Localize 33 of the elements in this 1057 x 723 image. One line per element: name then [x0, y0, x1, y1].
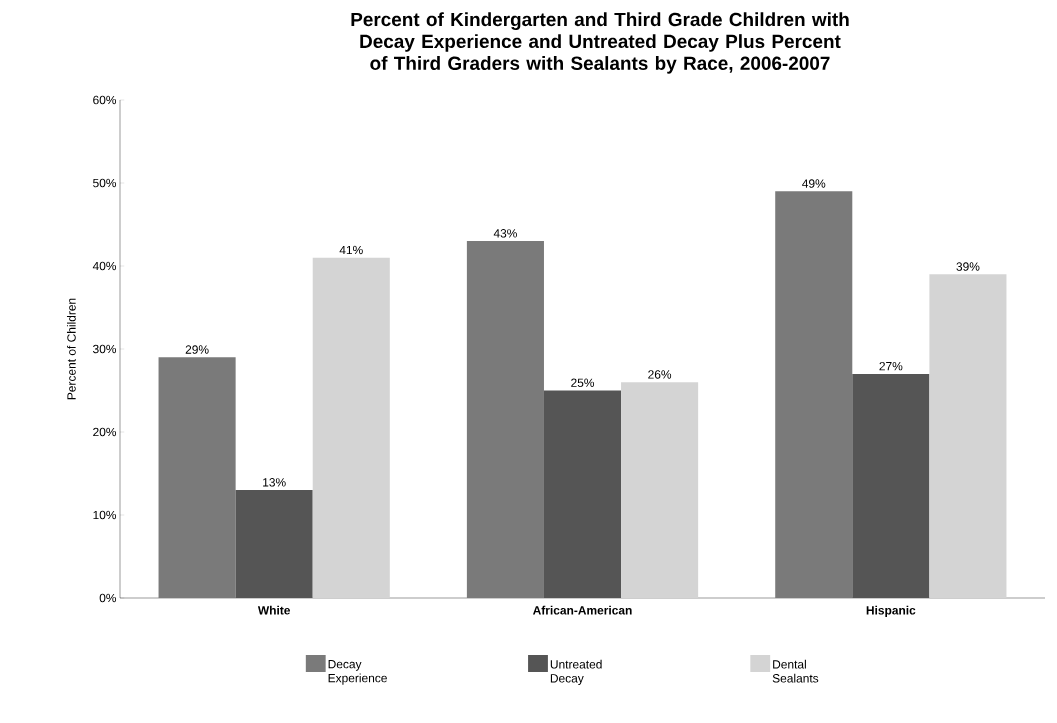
y-tick-label: 40% — [92, 261, 117, 271]
chart-title: Percent of Kindergarten and Third Grade Children with Decay Experience and Untreated Decay Plus Percent of Third Graders with Sealants by Race, 2006-2007 — [351, 12, 849, 74]
bar — [158, 357, 236, 598]
bar — [543, 390, 622, 598]
data-label: 13% — [263, 478, 286, 487]
data-label: 29% — [185, 345, 209, 354]
y-tick-label: 10% — [93, 510, 117, 520]
y-tick-label: 0% — [99, 593, 117, 603]
legend-label: Decay Experience — [328, 660, 387, 685]
bar — [775, 191, 853, 598]
bar — [466, 241, 544, 598]
data-label: 27% — [879, 361, 903, 371]
legend-label: Dental Sealants — [772, 659, 819, 683]
bar — [312, 257, 390, 598]
data-label: 25% — [571, 378, 595, 387]
bar — [852, 373, 930, 598]
data-label: 41% — [339, 245, 363, 255]
data-label: 43% — [493, 229, 517, 238]
y-tick-label: 50% — [93, 178, 117, 188]
bar — [929, 274, 1007, 598]
y-tick-label: 30% — [93, 344, 117, 354]
data-label: 49% — [802, 179, 826, 188]
y-axis-title: Percent of Children — [66, 298, 76, 400]
x-tick-label: Hispanic — [866, 605, 916, 617]
data-label: 26% — [648, 370, 672, 379]
legend-label: Untreated Decay — [550, 659, 602, 685]
bar — [235, 490, 313, 598]
y-tick-label: 20% — [93, 427, 117, 437]
bar — [621, 382, 699, 598]
x-tick-label: White — [257, 605, 291, 615]
data-label: 39% — [956, 262, 980, 271]
x-tick-label: African-American — [532, 605, 632, 615]
y-tick-label: 60% — [93, 95, 117, 105]
